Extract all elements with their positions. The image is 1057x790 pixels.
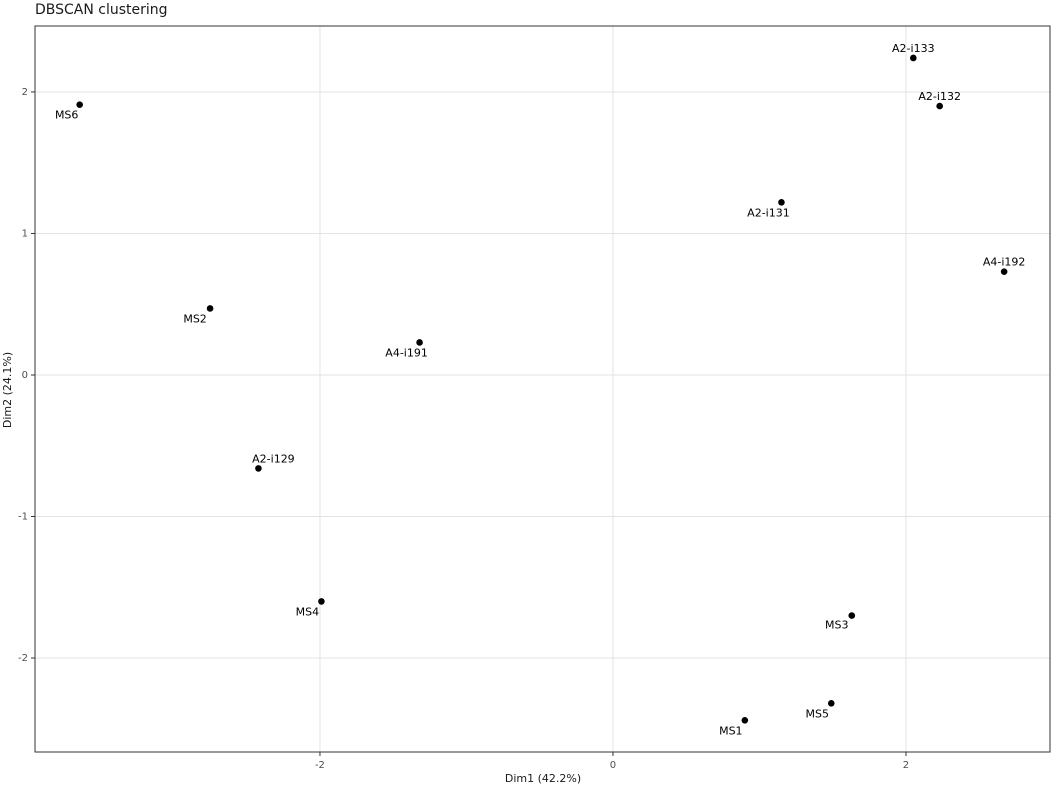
point-label: A2-i132 [918,90,961,103]
point-label: A2-i133 [892,42,935,55]
y-tick-label: -2 [18,653,28,664]
point [848,612,856,619]
point [910,54,917,62]
point-label: MS1 [719,724,742,737]
point [936,102,943,110]
point [778,199,785,206]
point [76,101,83,108]
point-label: A2-i129 [252,452,295,465]
point-label: MS4 [296,605,319,618]
point-label: A4-i191 [385,346,428,359]
chart-title: DBSCAN clustering [35,2,168,18]
plot-border [34,25,1051,753]
y-tick-label: -1 [18,512,28,523]
point [827,700,835,707]
point-label: MS2 [183,312,206,325]
x-tick-label: 2 [903,760,909,771]
y-tick-label: 2 [22,87,28,98]
x-tick-label: 0 [610,760,616,771]
point-label: A2-i131 [747,206,790,219]
y-axis-label: Dim2 (24.1%) [1,352,14,428]
point-label: A4-i192 [983,256,1026,269]
y-tick-label: 0 [22,370,28,381]
x-tick-label: -2 [315,760,325,771]
point-label: MS5 [806,707,829,720]
x-axis-label: Dim1 (42.2%) [505,772,581,785]
y-tick-label: 1 [22,228,28,239]
point [255,465,262,472]
point [1000,268,1008,275]
point-label: MS6 [55,109,78,122]
point-label: MS3 [825,619,848,632]
point [416,339,423,346]
point [318,598,325,605]
point [741,716,749,724]
point [206,305,214,312]
